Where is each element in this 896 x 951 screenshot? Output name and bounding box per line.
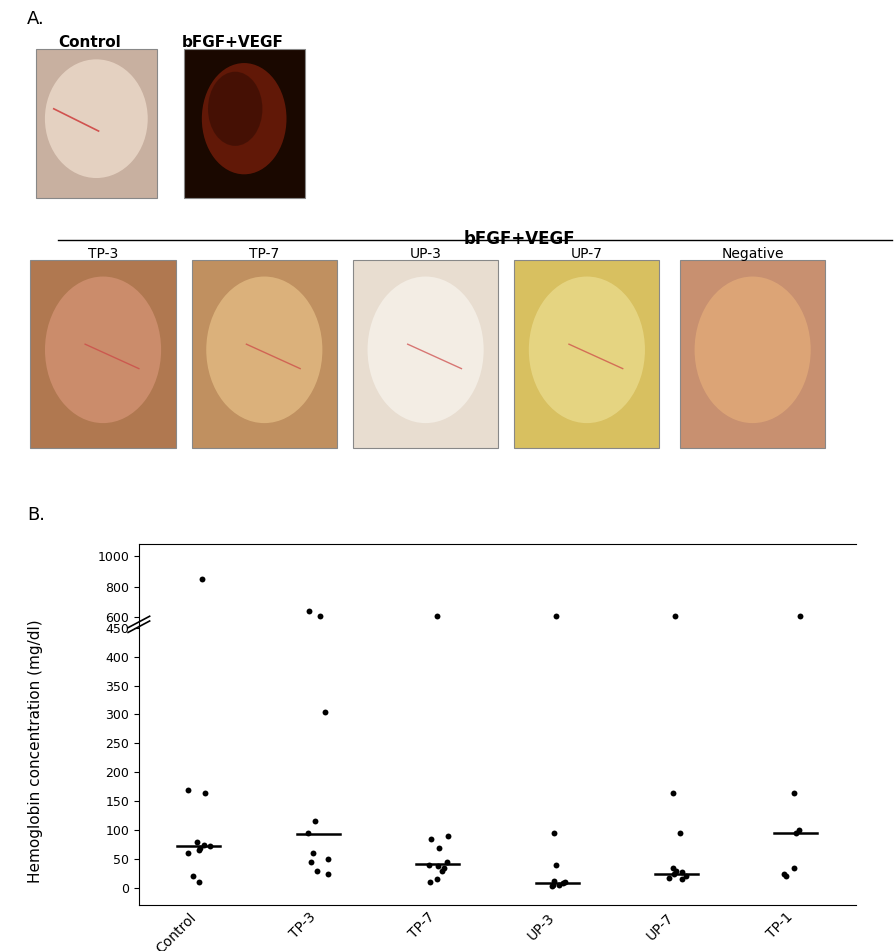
Point — [558, 875, 573, 890]
Point — [430, 608, 444, 623]
Point — [777, 866, 791, 882]
Text: bFGF+VEGF: bFGF+VEGF — [182, 34, 284, 49]
Point — [549, 608, 564, 623]
Point — [190, 834, 204, 849]
Point — [185, 869, 200, 884]
Point — [306, 845, 320, 861]
Bar — [192, 260, 337, 448]
Ellipse shape — [529, 277, 645, 423]
Ellipse shape — [367, 277, 484, 423]
Point — [431, 859, 445, 874]
Text: Control: Control — [58, 34, 121, 49]
Point — [779, 869, 793, 884]
Point — [673, 825, 687, 841]
Point — [321, 851, 335, 866]
Point — [787, 785, 801, 800]
Point — [789, 825, 804, 841]
Point — [547, 873, 561, 888]
Point — [667, 860, 681, 875]
Point — [546, 877, 560, 892]
Text: UP-7: UP-7 — [571, 247, 603, 262]
Point — [793, 608, 807, 623]
Point — [552, 878, 566, 893]
Point — [318, 704, 332, 719]
Point — [675, 864, 689, 880]
Point — [192, 843, 206, 858]
Point — [308, 814, 323, 829]
Point — [668, 864, 683, 879]
Bar — [514, 260, 659, 448]
Ellipse shape — [202, 63, 287, 174]
Point — [661, 870, 676, 885]
Point — [668, 866, 682, 882]
Text: TP-7: TP-7 — [249, 247, 280, 262]
Point — [194, 572, 209, 587]
Point — [310, 864, 324, 879]
Point — [436, 860, 451, 875]
Point — [304, 854, 318, 869]
Text: bFGF+VEGF: bFGF+VEGF — [464, 230, 575, 248]
Point — [202, 839, 217, 854]
Point — [321, 866, 335, 882]
Point — [429, 872, 444, 887]
Point — [198, 785, 212, 800]
Point — [313, 608, 327, 623]
Point — [422, 857, 436, 872]
Text: B.: B. — [27, 506, 45, 524]
Point — [787, 860, 801, 875]
Point — [792, 823, 806, 838]
Text: UP-3: UP-3 — [409, 247, 442, 262]
Point — [666, 785, 680, 800]
Bar — [353, 260, 498, 448]
Text: A.: A. — [27, 10, 45, 28]
Point — [547, 825, 561, 841]
Point — [668, 609, 682, 624]
Point — [192, 875, 206, 890]
Point — [441, 828, 455, 844]
Point — [679, 869, 694, 884]
Point — [556, 876, 571, 891]
Ellipse shape — [45, 277, 161, 423]
Point — [181, 782, 195, 797]
Ellipse shape — [694, 277, 811, 423]
Point — [432, 840, 446, 855]
Ellipse shape — [45, 59, 148, 178]
Point — [300, 825, 314, 841]
Point — [549, 857, 564, 872]
Ellipse shape — [206, 277, 323, 423]
Bar — [184, 49, 305, 198]
Point — [302, 604, 316, 619]
Text: Hemoglobin concentration (mg/dl): Hemoglobin concentration (mg/dl) — [29, 619, 43, 883]
Point — [193, 840, 207, 855]
Bar — [36, 49, 157, 198]
Point — [424, 831, 438, 846]
Bar — [30, 260, 176, 448]
Point — [435, 864, 449, 879]
Point — [545, 878, 559, 893]
Point — [423, 875, 437, 890]
Point — [789, 630, 804, 645]
Point — [181, 845, 195, 861]
Text: Negative: Negative — [721, 247, 784, 262]
Bar — [680, 260, 825, 448]
Text: TP-3: TP-3 — [88, 247, 118, 262]
Point — [197, 837, 211, 852]
Ellipse shape — [208, 71, 263, 146]
Point — [675, 872, 689, 887]
Point — [440, 854, 454, 869]
